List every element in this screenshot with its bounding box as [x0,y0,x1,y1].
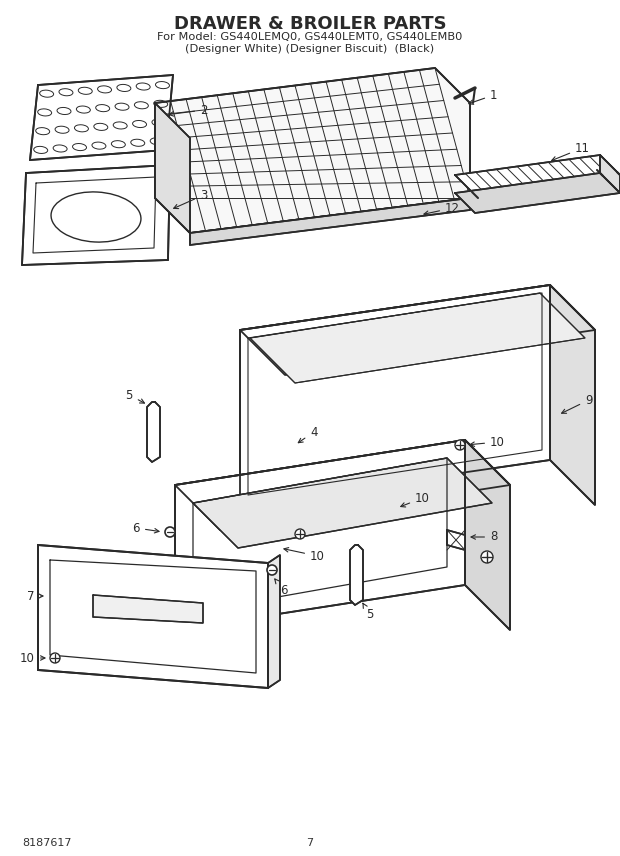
Text: 12: 12 [424,201,460,216]
Text: 4: 4 [298,425,317,443]
Text: 1: 1 [469,88,497,104]
Circle shape [481,551,493,563]
Text: 5: 5 [363,603,373,621]
Polygon shape [93,595,203,623]
Text: 6: 6 [133,521,159,534]
Text: 11: 11 [552,141,590,161]
Circle shape [50,653,60,663]
Text: 10: 10 [470,436,505,449]
Polygon shape [155,103,190,233]
Text: 7: 7 [306,838,314,848]
Polygon shape [22,165,170,265]
Text: For Model: GS440LEMQ0, GS440LEMT0, GS440LEMB0: For Model: GS440LEMQ0, GS440LEMT0, GS440… [157,32,463,42]
Polygon shape [455,173,620,213]
Text: 10: 10 [401,491,430,507]
Polygon shape [193,458,492,548]
Polygon shape [600,155,620,193]
Polygon shape [30,75,173,160]
Text: 9: 9 [562,394,593,413]
Text: 7: 7 [27,590,43,603]
Polygon shape [38,545,268,688]
Polygon shape [550,285,595,505]
Polygon shape [147,402,160,462]
Polygon shape [465,440,510,630]
Text: eReplacementParts.com: eReplacementParts.com [233,484,377,496]
Polygon shape [268,555,280,688]
Polygon shape [240,285,595,375]
Text: 8187617: 8187617 [22,838,71,848]
Polygon shape [240,285,550,505]
Polygon shape [190,198,470,245]
Polygon shape [447,530,465,550]
Polygon shape [175,440,465,630]
Polygon shape [175,440,510,530]
Text: DRAWER & BROILER PARTS: DRAWER & BROILER PARTS [174,15,446,33]
Text: 6: 6 [275,579,288,597]
Text: 10: 10 [20,651,45,664]
Polygon shape [350,545,363,605]
Text: 2: 2 [169,104,208,116]
Circle shape [455,440,465,450]
Polygon shape [155,68,470,233]
Polygon shape [250,293,585,383]
Text: 10: 10 [284,548,325,562]
Circle shape [165,527,175,537]
Circle shape [267,565,277,575]
Text: 8: 8 [471,531,497,544]
Text: 5: 5 [126,389,144,403]
Text: 3: 3 [174,188,207,209]
Circle shape [295,529,305,539]
Polygon shape [455,155,620,195]
Text: (Designer White) (Designer Biscuit)  (Black): (Designer White) (Designer Biscuit) (Bla… [185,44,435,54]
